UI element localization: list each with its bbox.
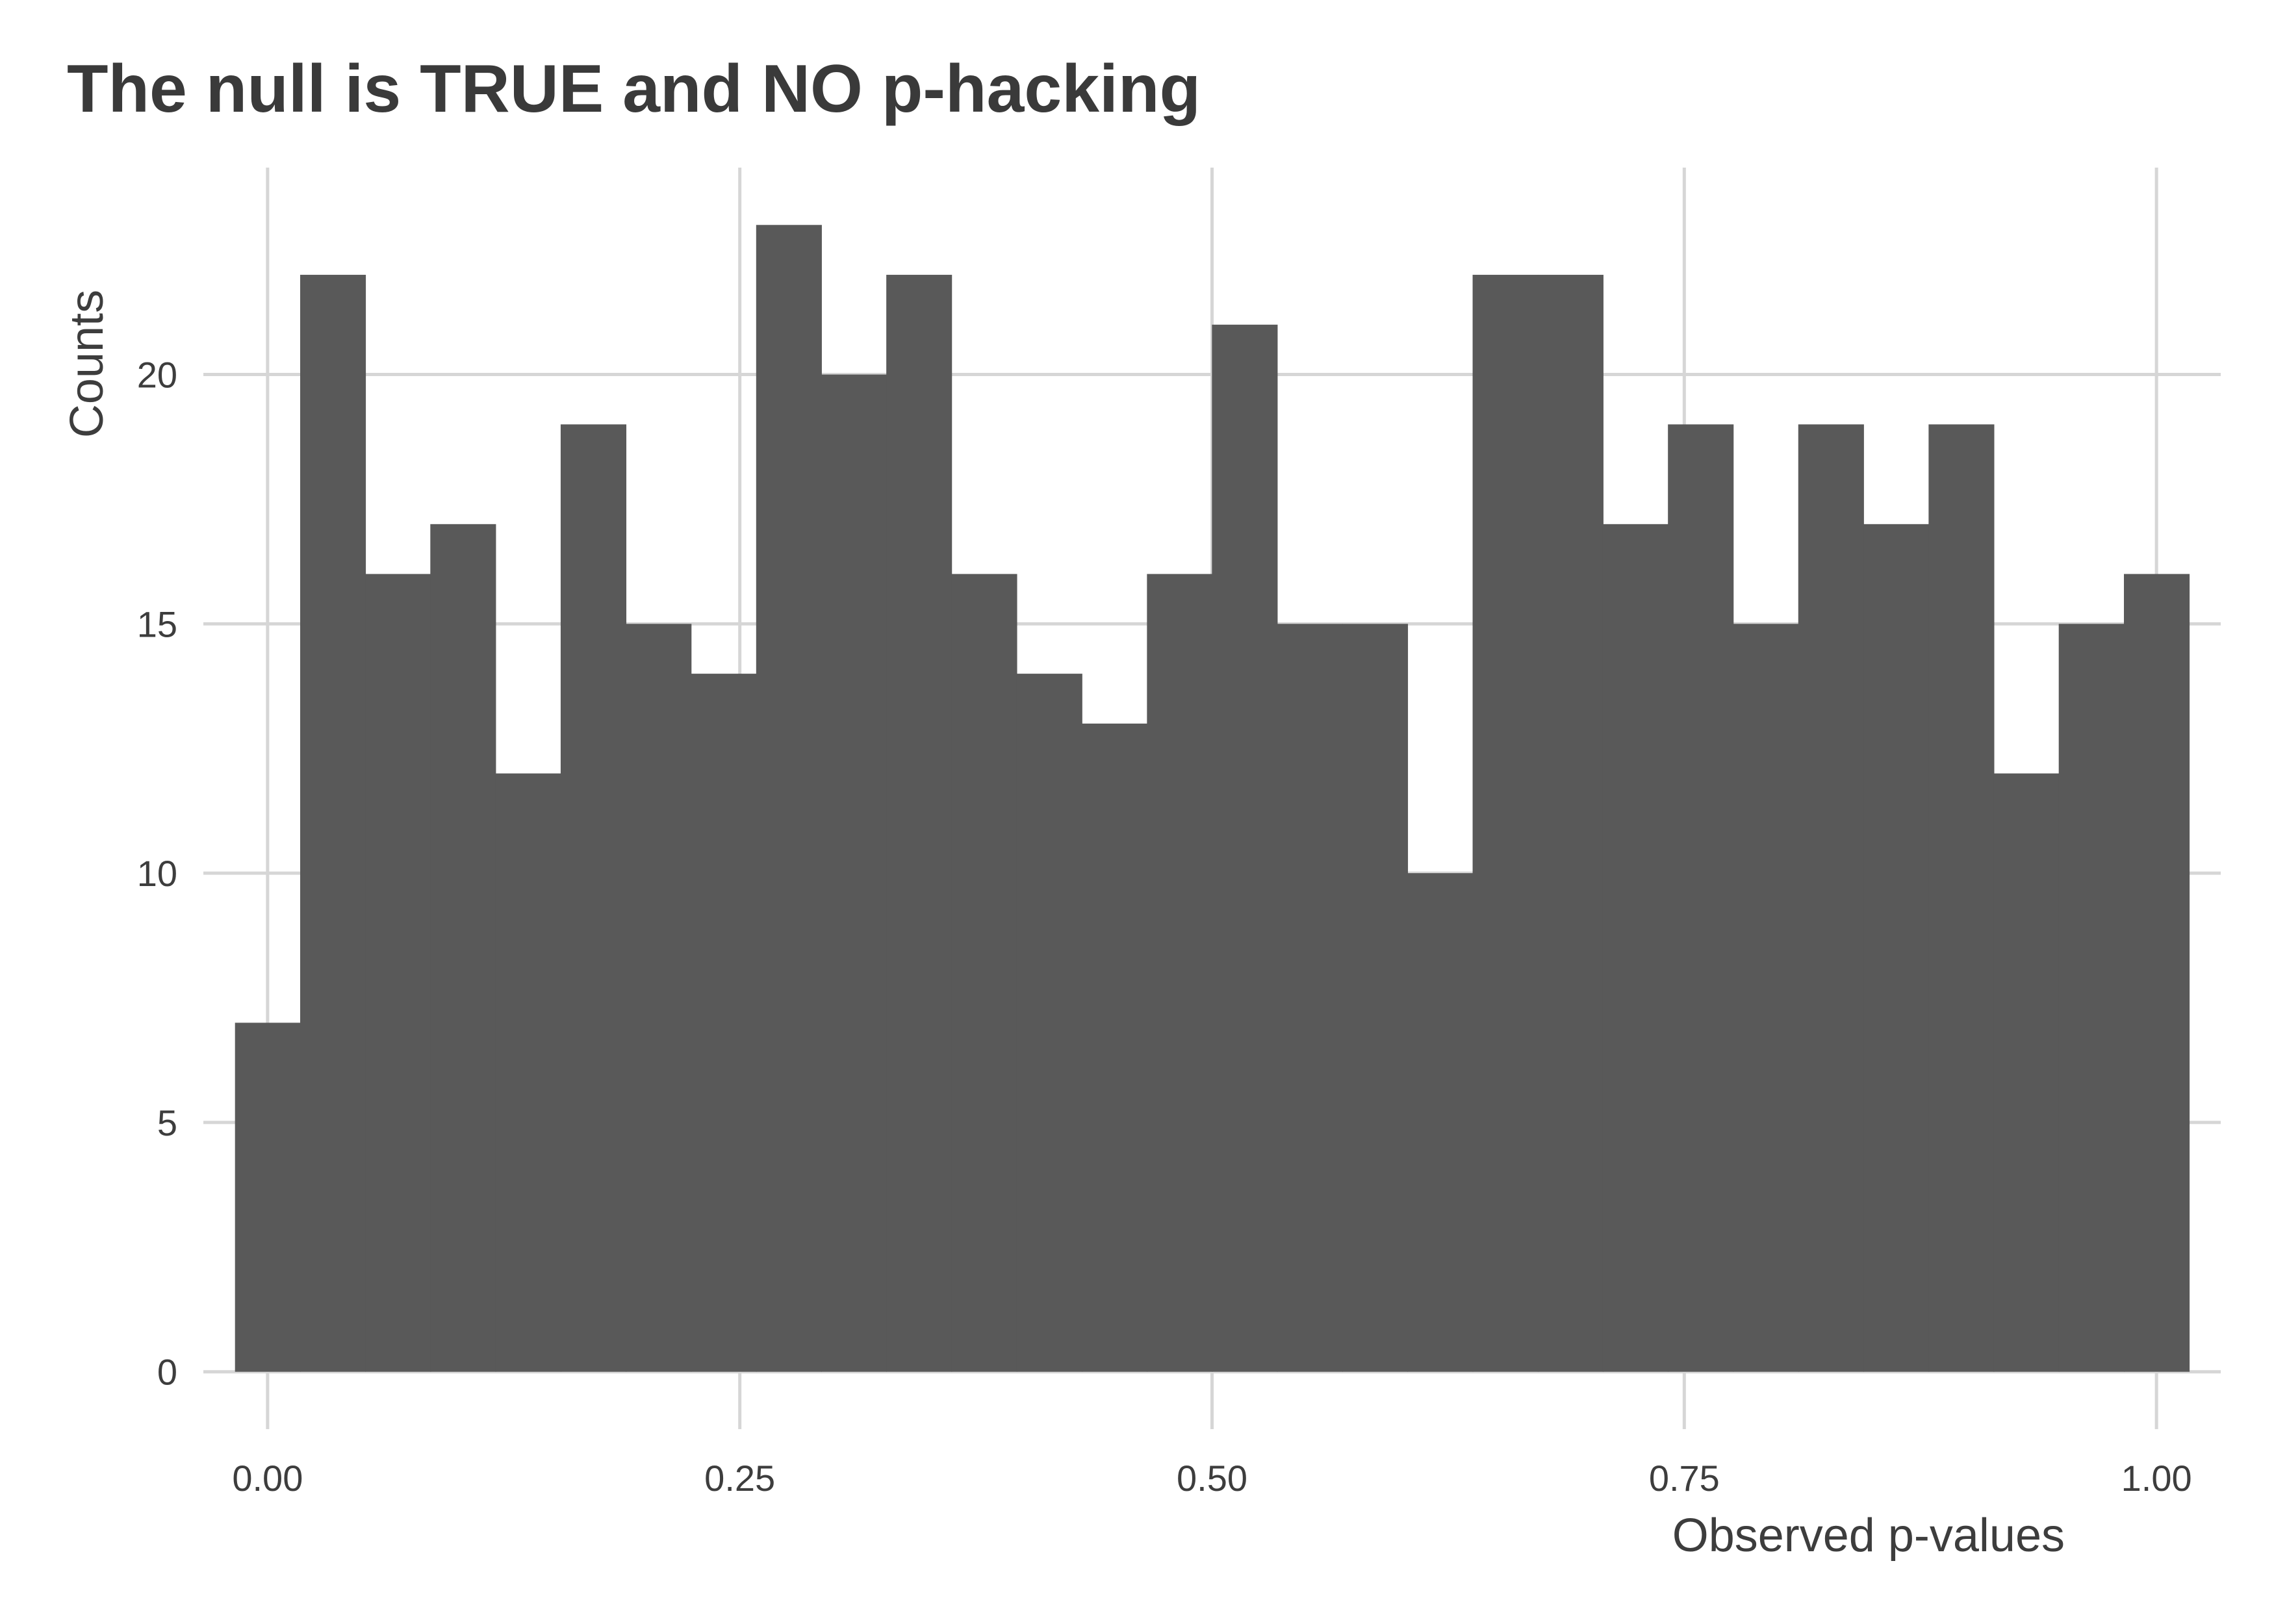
x-tick-label: 0.75	[1649, 1458, 1720, 1499]
histogram-bar	[1733, 624, 1799, 1372]
x-tick-label: 0.50	[1177, 1458, 1247, 1499]
histogram-bar	[560, 424, 627, 1372]
histogram-bar	[1537, 275, 1603, 1372]
histogram-bar	[821, 374, 887, 1372]
histogram-bar	[1342, 624, 1409, 1372]
histogram-bar	[1277, 624, 1343, 1372]
histogram-bar	[691, 674, 757, 1372]
x-axis-title: Observed p-values	[1672, 1510, 2065, 1562]
y-tick-label: 5	[157, 1102, 177, 1143]
histogram-bar	[626, 624, 692, 1372]
histogram-bar	[235, 1022, 301, 1372]
chart-title: The null is TRUE and NO p-hacking	[67, 51, 1201, 127]
histogram-bar	[951, 574, 1017, 1372]
y-tick-label: 0	[157, 1352, 177, 1393]
histogram-bar	[756, 225, 822, 1372]
y-tick-label: 10	[137, 853, 177, 894]
histogram-bar	[300, 275, 366, 1372]
histogram-bar	[1147, 574, 1213, 1372]
x-tick-label: 0.25	[704, 1458, 775, 1499]
histogram-bar	[1863, 524, 1930, 1372]
histogram-bar	[2058, 624, 2125, 1372]
histogram-bar	[1407, 873, 1474, 1372]
histogram-bar	[1016, 674, 1082, 1372]
histogram-bar	[2124, 574, 2190, 1372]
histogram-bar	[886, 275, 952, 1372]
x-tick-label: 1.00	[2121, 1458, 2192, 1499]
histogram-bars	[235, 225, 2190, 1372]
tick-labels: 0 5 10 15 20 0.00 0.25 0.50 0.75 1.00	[137, 355, 2192, 1499]
y-axis-title: Counts	[61, 290, 113, 438]
histogram-bar	[495, 773, 561, 1372]
histogram-bar	[1993, 773, 2060, 1372]
histogram-bar	[1212, 324, 1278, 1372]
x-tick-label: 0.00	[232, 1458, 303, 1499]
histogram-bar	[1668, 424, 1734, 1372]
y-tick-label: 15	[137, 603, 177, 644]
histogram-bar	[365, 574, 431, 1372]
histogram-bar	[430, 524, 496, 1372]
histogram-bar	[1082, 723, 1148, 1372]
histogram-bar	[1798, 424, 1864, 1372]
histogram-bar	[1602, 524, 1668, 1372]
histogram-bar	[1472, 275, 1539, 1372]
y-tick-label: 20	[137, 355, 177, 396]
histogram-bar	[1928, 424, 1995, 1372]
